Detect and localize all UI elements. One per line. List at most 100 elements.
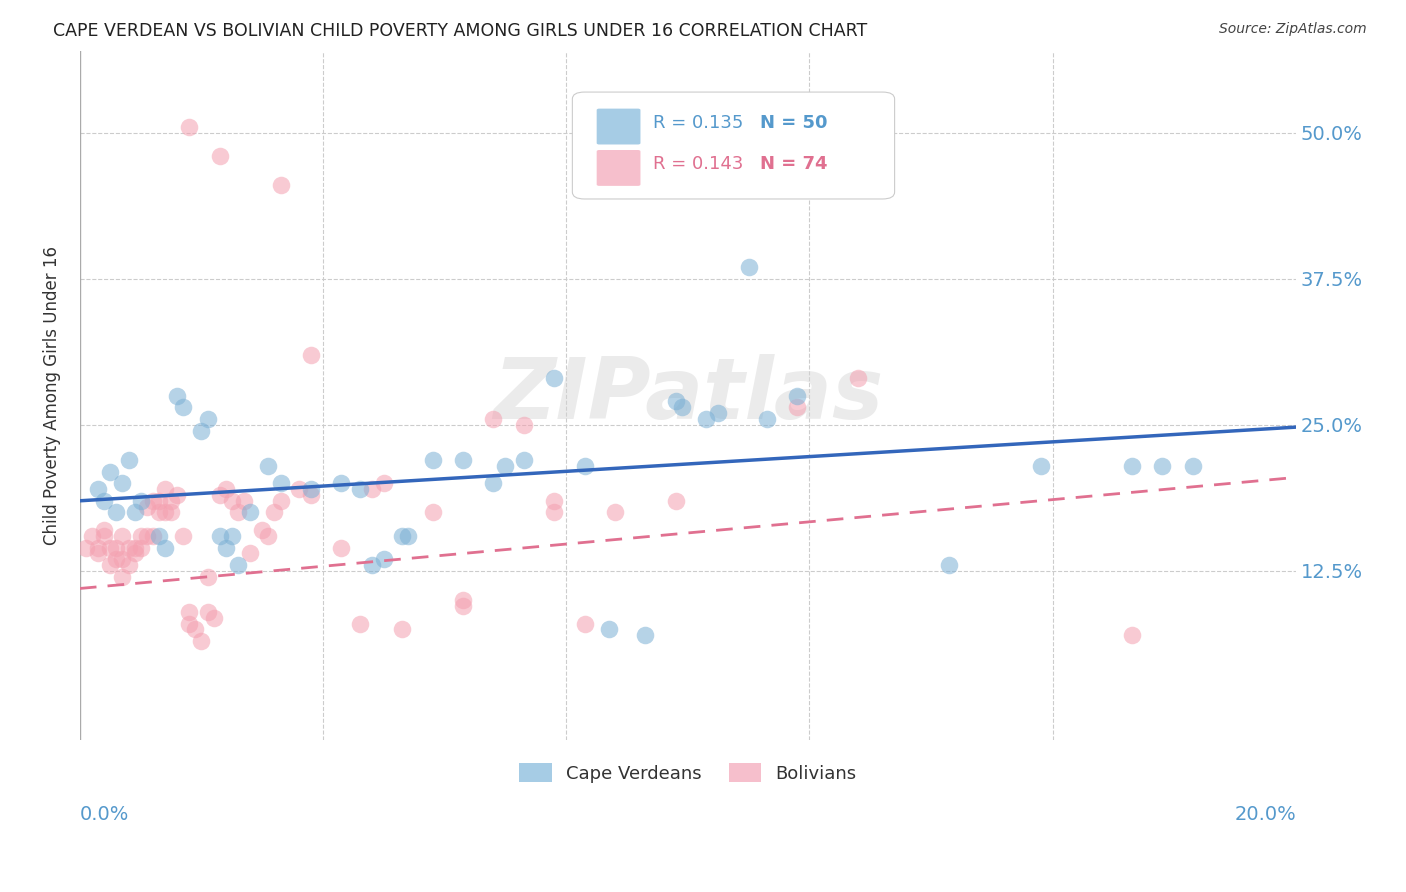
Y-axis label: Child Poverty Among Girls Under 16: Child Poverty Among Girls Under 16 — [44, 246, 60, 545]
Point — [148, 529, 170, 543]
Point — [172, 529, 194, 543]
Point — [349, 616, 371, 631]
Text: ZIPatlas: ZIPatlas — [492, 354, 883, 437]
Point — [695, 412, 717, 426]
Point — [360, 482, 382, 496]
Point — [543, 493, 565, 508]
Text: 0.0%: 0.0% — [80, 805, 129, 823]
Point — [87, 482, 110, 496]
Point — [1121, 458, 1143, 473]
Point — [1029, 458, 1052, 473]
Point — [360, 558, 382, 573]
Point — [451, 599, 474, 613]
Point — [197, 570, 219, 584]
Point — [148, 493, 170, 508]
FancyBboxPatch shape — [596, 150, 641, 186]
Point — [299, 488, 322, 502]
Point — [148, 506, 170, 520]
Point — [330, 541, 353, 555]
Point — [179, 616, 201, 631]
Point — [634, 628, 657, 642]
Point — [111, 552, 134, 566]
Point — [93, 493, 115, 508]
Point — [117, 453, 139, 467]
Point — [299, 348, 322, 362]
Point — [707, 406, 730, 420]
Point — [215, 482, 238, 496]
Point — [179, 120, 201, 134]
Point — [1181, 458, 1204, 473]
Point — [239, 506, 262, 520]
Point — [786, 401, 808, 415]
Point — [665, 394, 688, 409]
Point — [142, 529, 165, 543]
Point — [1152, 458, 1174, 473]
Point — [226, 558, 249, 573]
Point — [190, 424, 212, 438]
Point — [117, 541, 139, 555]
Point — [270, 476, 292, 491]
Point — [299, 482, 322, 496]
Point — [1121, 628, 1143, 642]
Point — [208, 529, 231, 543]
Point — [263, 506, 285, 520]
Text: R = 0.143: R = 0.143 — [652, 155, 742, 173]
Point — [257, 529, 280, 543]
Point — [391, 529, 413, 543]
Point — [129, 493, 152, 508]
Text: R = 0.135: R = 0.135 — [652, 114, 742, 132]
Point — [197, 412, 219, 426]
Point — [124, 546, 146, 560]
Point — [598, 623, 620, 637]
Point — [373, 552, 395, 566]
Text: Source: ZipAtlas.com: Source: ZipAtlas.com — [1219, 22, 1367, 37]
Point — [105, 541, 128, 555]
Point — [87, 546, 110, 560]
Point — [603, 506, 626, 520]
Point — [396, 529, 419, 543]
Point — [665, 493, 688, 508]
Point — [197, 605, 219, 619]
Point — [512, 417, 534, 432]
Point — [135, 500, 157, 514]
Point — [482, 476, 505, 491]
Point — [239, 546, 262, 560]
Point — [160, 493, 183, 508]
Point — [349, 482, 371, 496]
Point — [93, 529, 115, 543]
Point — [287, 482, 309, 496]
FancyBboxPatch shape — [596, 109, 641, 145]
Point — [482, 412, 505, 426]
Point — [135, 529, 157, 543]
Point — [451, 453, 474, 467]
Point — [75, 541, 97, 555]
Point — [124, 541, 146, 555]
Point — [846, 371, 869, 385]
Text: 20.0%: 20.0% — [1234, 805, 1296, 823]
Point — [755, 412, 778, 426]
Point — [846, 178, 869, 193]
Point — [215, 541, 238, 555]
Point — [671, 401, 693, 415]
Point — [208, 488, 231, 502]
Point — [129, 541, 152, 555]
Point — [87, 541, 110, 555]
Point — [233, 493, 256, 508]
Point — [737, 260, 759, 274]
Legend: Cape Verdeans, Bolivians: Cape Verdeans, Bolivians — [512, 756, 863, 790]
Text: N = 50: N = 50 — [759, 114, 827, 132]
Point — [98, 465, 121, 479]
Point — [105, 506, 128, 520]
FancyBboxPatch shape — [572, 92, 894, 199]
Point — [80, 529, 103, 543]
Point — [938, 558, 960, 573]
Point — [330, 476, 353, 491]
Point — [179, 605, 201, 619]
Text: N = 74: N = 74 — [759, 155, 827, 173]
Point — [221, 493, 243, 508]
Point — [786, 388, 808, 402]
Point — [160, 506, 183, 520]
Point — [111, 570, 134, 584]
Point — [142, 493, 165, 508]
Point — [98, 558, 121, 573]
